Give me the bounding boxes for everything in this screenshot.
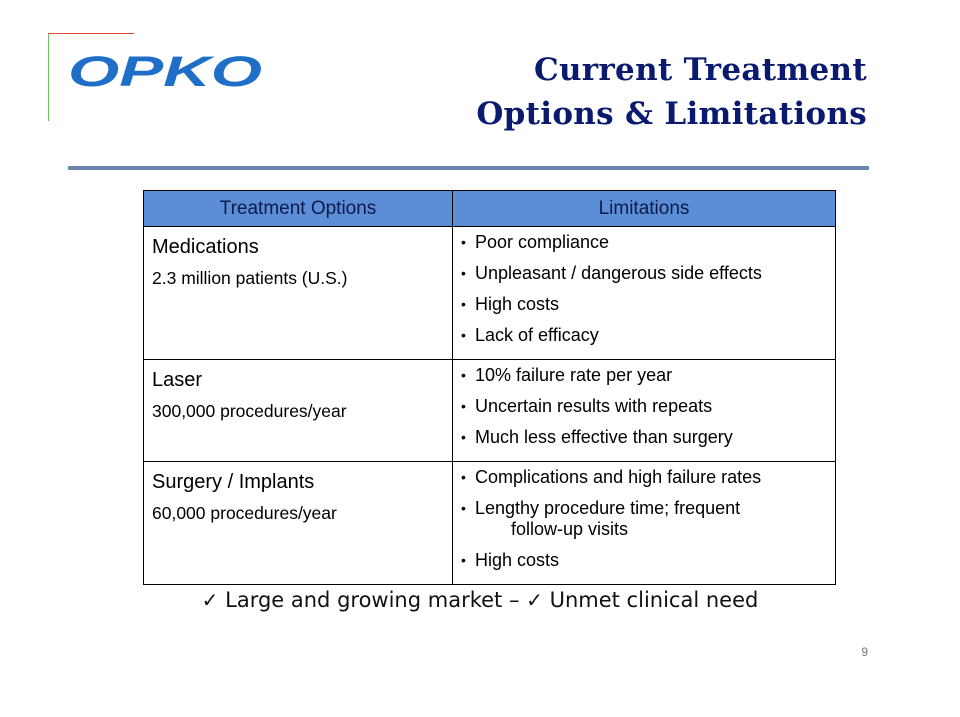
checkmark-icon: ✓	[201, 588, 219, 612]
corner-accent-horizontal	[48, 33, 134, 34]
takeaway-line: ✓ Large and growing market – ✓ Unmet cli…	[0, 588, 960, 612]
limitation-item: Unpleasant / dangerous side effects	[461, 263, 827, 284]
header-limitations: Limitations	[452, 190, 836, 227]
page-number: 9	[861, 645, 868, 659]
limitation-item: Complications and high failure rates	[461, 467, 827, 488]
limitation-item: Poor compliance	[461, 232, 827, 253]
limitation-line-continued: follow-up visits	[511, 519, 629, 539]
limitation-item: Lengthy procedure time; frequent follow-…	[461, 498, 827, 540]
limitation-item: Much less effective than surgery	[461, 427, 827, 448]
option-detail: 300,000 procedures/year	[152, 401, 347, 421]
limitation-line: Lengthy procedure time; frequent	[475, 498, 741, 518]
limitations-cell: 10% failure rate per year Uncertain resu…	[452, 359, 836, 462]
table-header-row: Treatment Options Limitations	[143, 190, 836, 227]
limitations-cell: Poor compliance Unpleasant / dangerous s…	[452, 226, 836, 360]
option-name: Surgery / Implants	[152, 471, 315, 493]
option-name: Medications	[152, 236, 259, 258]
limitation-item: 10% failure rate per year	[461, 365, 827, 386]
table-row-surgery-implants: Surgery / Implants 60,000 procedures/yea…	[143, 461, 836, 585]
option-name: Laser	[152, 369, 203, 391]
limitation-item: High costs	[461, 294, 827, 315]
option-detail: 2.3 million patients (U.S.)	[152, 268, 348, 288]
opko-logo: OPKO	[68, 52, 262, 92]
option-cell: Laser 300,000 procedures/year	[143, 359, 453, 462]
title-line-2: Options & Limitations	[476, 96, 867, 132]
limitation-item: Uncertain results with repeats	[461, 396, 827, 417]
option-cell: Medications 2.3 million patients (U.S.)	[143, 226, 453, 360]
treatment-table: Treatment Options Limitations Medication…	[143, 190, 836, 585]
svg-text:OPKO: OPKO	[68, 52, 262, 92]
checkmark-icon: ✓	[526, 588, 543, 612]
takeaway-market: Large and growing market –	[225, 588, 520, 612]
limitation-item: High costs	[461, 550, 827, 571]
limitations-cell: Complications and high failure rates Len…	[452, 461, 836, 585]
slide-title: Current Treatment Options & Limitations	[476, 48, 867, 136]
limitation-item: Lack of efficacy	[461, 325, 827, 346]
title-line-1: Current Treatment	[533, 52, 867, 88]
header-treatment-options: Treatment Options	[143, 190, 453, 227]
corner-accent-vertical	[48, 33, 49, 121]
option-cell: Surgery / Implants 60,000 procedures/yea…	[143, 461, 453, 585]
takeaway-need: Unmet clinical need	[549, 588, 759, 612]
table-row-laser: Laser 300,000 procedures/year 10% failur…	[143, 359, 836, 462]
table-row-medications: Medications 2.3 million patients (U.S.) …	[143, 226, 836, 360]
option-detail: 60,000 procedures/year	[152, 503, 337, 523]
title-rule	[68, 166, 869, 170]
